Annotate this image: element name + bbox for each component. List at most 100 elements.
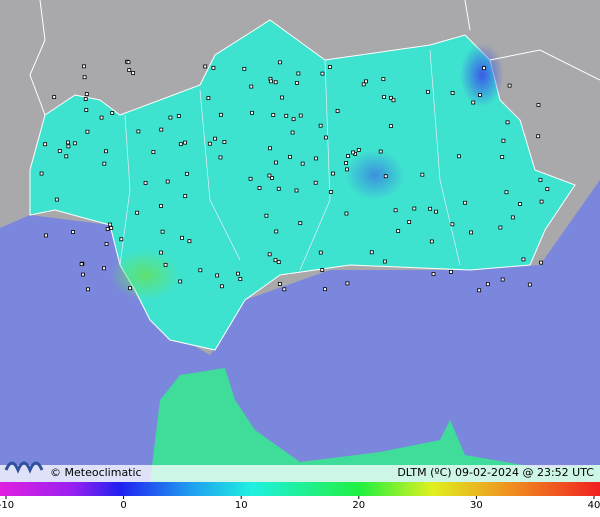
station [425, 89, 430, 94]
station [242, 66, 247, 71]
station [345, 167, 349, 172]
station [485, 282, 490, 287]
station [539, 260, 544, 265]
station [211, 65, 216, 70]
station [213, 136, 217, 141]
station [222, 140, 227, 144]
cold-area [460, 43, 504, 107]
station [108, 222, 112, 227]
station [327, 65, 332, 69]
station [318, 250, 323, 255]
station [82, 75, 87, 80]
station [128, 286, 133, 291]
station [85, 129, 90, 134]
station [257, 186, 262, 190]
station [131, 71, 136, 75]
logo [4, 461, 44, 474]
station [391, 98, 396, 103]
station [345, 281, 350, 286]
station [218, 155, 223, 160]
station [378, 149, 383, 154]
station [84, 92, 89, 96]
station [501, 138, 506, 143]
stations [39, 59, 550, 293]
station [219, 112, 223, 117]
morocco [150, 368, 600, 482]
station [119, 237, 124, 242]
station [273, 258, 278, 263]
station [388, 124, 393, 128]
station [450, 91, 455, 95]
station [102, 161, 107, 166]
station [500, 155, 505, 160]
station [320, 267, 325, 272]
station [267, 173, 272, 178]
station [431, 272, 436, 277]
station [86, 287, 90, 292]
station [276, 260, 281, 265]
tick-label: 0 [120, 500, 126, 511]
station [187, 239, 192, 244]
cold-area [345, 150, 405, 200]
station [278, 60, 282, 65]
station [165, 179, 170, 184]
station [448, 269, 453, 274]
country-borders [29, 0, 600, 116]
station [81, 272, 85, 277]
station [335, 109, 340, 113]
station [364, 79, 368, 84]
station [500, 277, 505, 282]
station [382, 259, 387, 264]
station [267, 252, 272, 257]
station [159, 250, 163, 255]
station [420, 172, 425, 177]
tick-label: 20 [352, 500, 365, 511]
station [498, 225, 503, 230]
station [318, 123, 323, 128]
station [135, 210, 140, 215]
station [273, 80, 278, 85]
station [79, 262, 84, 267]
station [71, 230, 75, 234]
station [510, 215, 515, 220]
station [536, 134, 541, 139]
station [290, 130, 295, 135]
station [504, 190, 509, 195]
station [84, 108, 89, 112]
station [393, 208, 398, 213]
station [434, 209, 439, 214]
station [151, 150, 156, 154]
station [248, 176, 253, 181]
station [344, 211, 349, 216]
station [127, 68, 132, 73]
station [160, 229, 165, 234]
station [168, 115, 173, 120]
tick-label: -10 [0, 500, 14, 511]
station [43, 233, 48, 238]
caption-bar [0, 465, 600, 482]
tick-label: 30 [470, 500, 483, 511]
colorbar [0, 482, 600, 496]
station [428, 206, 433, 211]
station [369, 250, 374, 255]
station [527, 282, 532, 287]
caption: DLTM (ºC) 09-02-2024 @ 23:52 UTC [397, 466, 594, 479]
station [66, 144, 71, 149]
station [136, 129, 141, 134]
station [72, 141, 77, 146]
station [295, 81, 299, 85]
station [207, 141, 212, 146]
province-borders [119, 49, 461, 271]
station [215, 273, 220, 278]
station [545, 187, 550, 192]
station [105, 227, 110, 231]
station [238, 277, 243, 281]
station [159, 204, 163, 208]
station [300, 161, 305, 166]
warm-area [110, 250, 180, 300]
station [389, 95, 393, 100]
station [383, 174, 388, 179]
station [236, 271, 240, 276]
station [518, 202, 522, 206]
tick-label: 10 [235, 500, 248, 511]
